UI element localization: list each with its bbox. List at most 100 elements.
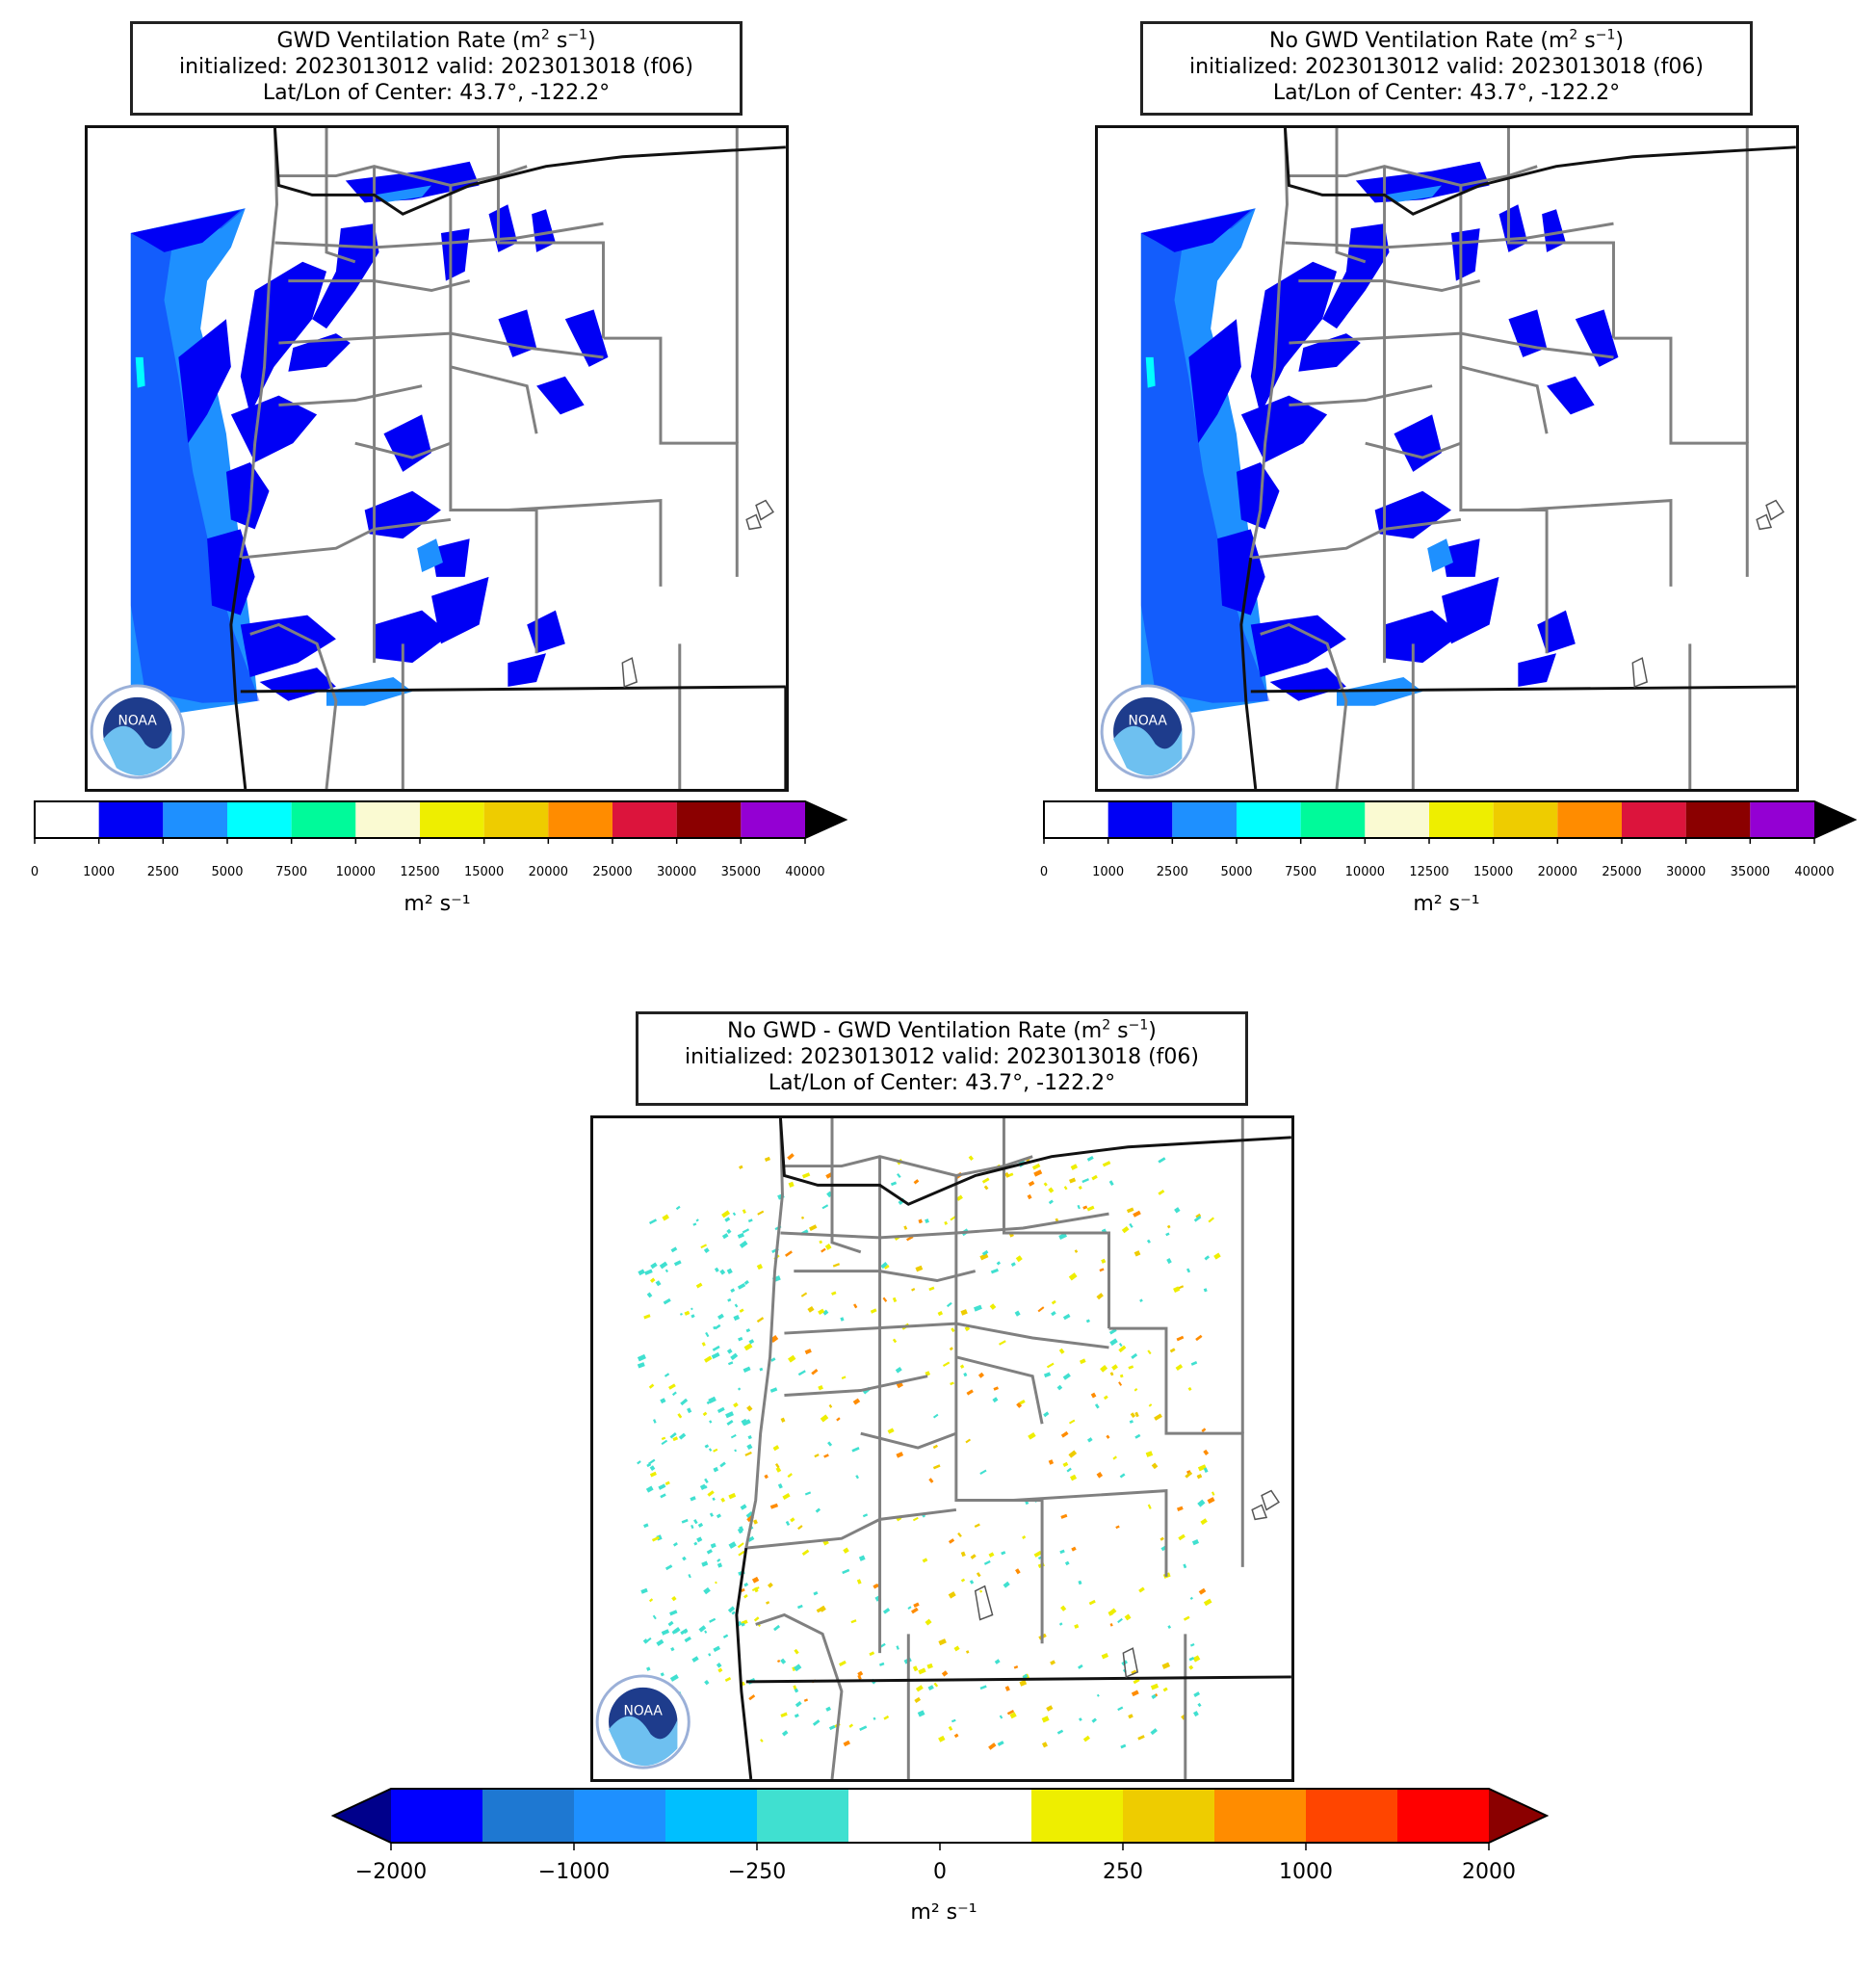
difference-speckle (1151, 1462, 1159, 1470)
difference-speckle (988, 1742, 997, 1750)
difference-speckle (1086, 1205, 1095, 1212)
colorbar-tick-label: 40000 (785, 865, 825, 879)
difference-speckle (1175, 1364, 1184, 1371)
difference-speckle (998, 1340, 1006, 1346)
colorbar-tick-label: 40000 (1794, 865, 1835, 879)
difference-speckle (719, 1269, 726, 1275)
difference-speckle (1102, 1161, 1111, 1167)
difference-speckle (1198, 1587, 1207, 1595)
difference-speckle (670, 1246, 678, 1253)
difference-speckle (709, 1512, 715, 1517)
difference-speckle (999, 1715, 1003, 1719)
difference-speckle (764, 1474, 769, 1480)
difference-speckle (862, 1513, 869, 1518)
difference-speckle (880, 1262, 888, 1270)
difference-speckle (1189, 1596, 1193, 1600)
panel3-title-line2: initialized: 2023013012 valid: 202301301… (685, 1045, 1199, 1069)
difference-speckle (661, 1629, 670, 1636)
difference-speckle (643, 1523, 649, 1529)
difference-speckle (1100, 1365, 1108, 1373)
difference-speckle (1159, 1536, 1164, 1541)
colorbar-segment (1123, 1789, 1215, 1843)
difference-speckle (1174, 1207, 1181, 1214)
difference-speckle (951, 1327, 955, 1333)
difference-speckle (747, 1434, 752, 1440)
difference-speckle (1051, 1299, 1056, 1305)
difference-speckle (753, 1616, 760, 1622)
difference-speckle (981, 1249, 989, 1256)
colorbar-segment (940, 1789, 1032, 1843)
difference-speckle (1211, 1491, 1215, 1496)
colorbar-tick-label: 35000 (1730, 865, 1771, 879)
colorbar-segment (1397, 1789, 1490, 1843)
difference-speckle (1188, 1664, 1194, 1670)
difference-speckle (645, 1485, 654, 1493)
panel2-title-line3: Lat/Lon of Center: 43.7°, -122.2° (1272, 81, 1621, 105)
difference-speckle (670, 1646, 675, 1652)
difference-speckle (892, 1297, 898, 1303)
difference-speckle (713, 1645, 721, 1653)
difference-speckle (1128, 1365, 1134, 1370)
difference-speckle (993, 1386, 999, 1391)
difference-speckle (1118, 1381, 1123, 1386)
panel3-map: NOAA (590, 1115, 1294, 1782)
difference-speckle (742, 1209, 746, 1215)
difference-speckle (828, 1724, 836, 1731)
difference-speckle (1085, 1319, 1090, 1323)
difference-speckle (1197, 1702, 1202, 1708)
difference-speckle (912, 1516, 919, 1522)
difference-speckle (695, 1218, 699, 1222)
difference-speckle (1108, 1608, 1117, 1615)
difference-speckle (709, 1617, 717, 1623)
difference-speckle (968, 1155, 975, 1161)
colorbar-segment (757, 1789, 849, 1843)
difference-speckle (1186, 1268, 1191, 1273)
panel2-title-line1: No GWD Ventilation Rate (m (1268, 29, 1570, 53)
colorbar-segment (1557, 801, 1622, 838)
difference-speckle (741, 1681, 745, 1687)
difference-speckle (738, 1336, 743, 1342)
colorbar-segment (1031, 1789, 1124, 1843)
difference-speckle (1161, 1662, 1171, 1669)
difference-speckle (696, 1536, 703, 1543)
difference-speckle (1148, 1403, 1153, 1407)
colorbar-segment (741, 801, 805, 838)
difference-speckle (836, 1417, 841, 1422)
difference-speckle (1117, 1617, 1123, 1624)
difference-speckle (745, 1328, 751, 1333)
difference-speckle (1112, 1455, 1117, 1460)
difference-speckle (1078, 1580, 1082, 1585)
unit-s: s (1577, 29, 1596, 53)
difference-speckle (918, 1667, 926, 1675)
colorbar-tick-label: 0 (1039, 865, 1049, 879)
difference-speckle (1203, 1288, 1208, 1293)
difference-speckle (648, 1218, 658, 1225)
difference-speckle (873, 1584, 879, 1589)
difference-speckle (1166, 1258, 1172, 1265)
difference-speckle (857, 1670, 864, 1677)
difference-speckle (800, 1292, 808, 1297)
difference-speckle (807, 1305, 815, 1313)
difference-speckle (1129, 1420, 1133, 1424)
difference-speckle (941, 1670, 949, 1677)
difference-speckle (870, 1308, 877, 1314)
difference-speckle (855, 1475, 860, 1480)
difference-speckle (751, 1586, 760, 1592)
difference-speckle (897, 1172, 901, 1179)
panel1-map: NOAA (85, 125, 789, 792)
difference-speckle (963, 1372, 968, 1377)
difference-speckle (950, 1216, 956, 1221)
difference-speckle (664, 1269, 669, 1273)
difference-speckle (739, 1308, 744, 1313)
panel2-colorbar: 0 1000 2500 5000 7500 10000 12500 15000 20000 250… (1039, 799, 1876, 916)
difference-speckle (697, 1522, 704, 1528)
difference-speckle (776, 1660, 781, 1664)
svg-text:NOAA: NOAA (118, 714, 158, 729)
difference-speckle (1133, 1250, 1141, 1257)
difference-speckle (1130, 1412, 1136, 1418)
difference-speckle (1078, 1186, 1082, 1191)
difference-speckle (974, 1523, 980, 1529)
difference-speckle (1070, 1164, 1079, 1170)
difference-speckle (1203, 1449, 1210, 1455)
difference-speckle (928, 1286, 935, 1292)
